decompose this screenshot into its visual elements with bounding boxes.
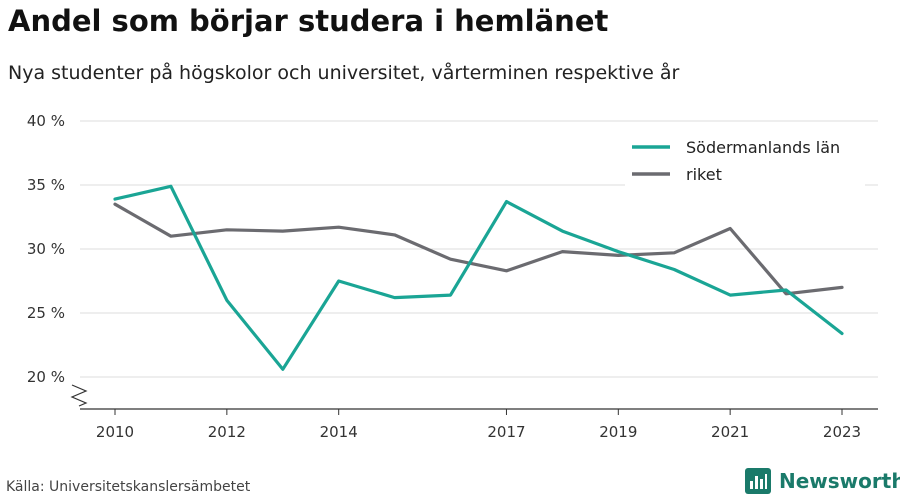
x-tick-label: 2014 <box>320 423 358 441</box>
axes: 20 % 25 % 30 % 35 % 40 % 2010 2012 2014 2017 2019… <box>27 112 878 441</box>
brand-logo: Newsworthy <box>745 468 900 494</box>
chart-title: Andel som börjar studera i hemlänet <box>8 4 609 38</box>
x-tick-label: 2023 <box>823 423 861 441</box>
brand-name: Newsworthy <box>779 469 900 493</box>
bar-chart-logo-icon <box>745 468 771 494</box>
legend: Södermanlands län riket <box>625 130 865 186</box>
series-lines <box>113 184 844 371</box>
legend-label: riket <box>686 165 722 184</box>
y-tick-label: 35 % <box>27 176 65 194</box>
y-tick-label: 25 % <box>27 304 65 322</box>
x-tick-label: 2017 <box>487 423 525 441</box>
chart-subtitle: Nya studenter på högskolor och universit… <box>8 62 680 84</box>
y-tick-label: 40 % <box>27 112 65 130</box>
legend-background <box>625 130 865 186</box>
x-tick-label: 2010 <box>96 423 134 441</box>
y-tick-label: 30 % <box>27 240 65 258</box>
x-tick-label: 2021 <box>711 423 749 441</box>
x-tick-label: 2012 <box>208 423 246 441</box>
x-tick-label: 2019 <box>599 423 637 441</box>
axis-break-mark <box>70 384 88 407</box>
source-note: Källa: Universitetskanslersämbetet <box>6 479 251 495</box>
y-tick-label: 20 % <box>27 368 65 386</box>
series-line-sodermanland <box>113 184 844 371</box>
legend-label: Södermanlands län <box>686 138 840 157</box>
series-line-riket <box>113 202 844 296</box>
